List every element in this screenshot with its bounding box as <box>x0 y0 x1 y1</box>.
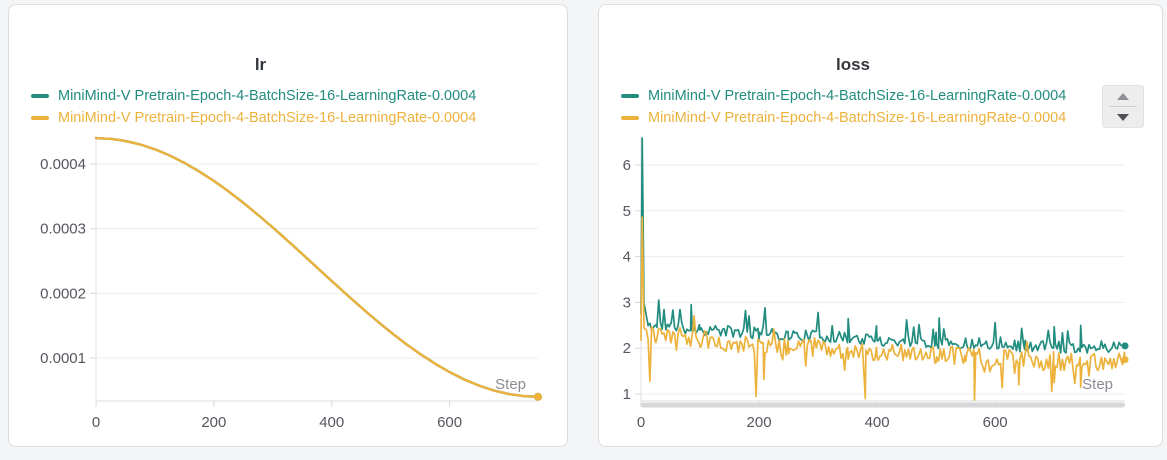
y-tick-label: 4 <box>623 249 631 266</box>
y-tick-label: 6 <box>623 157 631 174</box>
legend-label: MiniMind-V Pretrain-Epoch-4-BatchSize-16… <box>58 110 477 126</box>
legend-label: MiniMind-V Pretrain-Epoch-4-BatchSize-16… <box>648 110 1067 126</box>
x-tick-label: 200 <box>747 414 772 431</box>
x-tick-label: 0 <box>92 414 100 431</box>
series-end-dot <box>1121 342 1129 350</box>
chevron-up-icon <box>1117 92 1129 100</box>
y-tick-label: 0.0002 <box>40 285 86 302</box>
series-end-dot <box>1121 356 1129 364</box>
series-line <box>94 136 540 398</box>
chart-title: lr <box>254 55 267 74</box>
chevron-down-icon <box>1117 113 1129 121</box>
chart-title: loss <box>835 55 871 74</box>
legend-label: MiniMind-V Pretrain-Epoch-4-BatchSize-16… <box>58 88 477 104</box>
y-tick-label: 3 <box>623 294 631 311</box>
x-tick-label: 400 <box>319 414 344 431</box>
legend-swatch-icon <box>31 94 49 98</box>
x-axis-title: Step <box>495 376 526 393</box>
x-tick-label: 600 <box>983 414 1008 431</box>
legend-item[interactable]: MiniMind-V Pretrain-Epoch-4-BatchSize-16… <box>31 107 555 129</box>
lr-chart[interactable]: 0.0001 0.0002 0.0003 0.0004 0 200 400 600 Step <box>9 5 567 446</box>
series-end-dot <box>534 392 542 401</box>
legend-item[interactable]: MiniMind-V Pretrain-Epoch-4-BatchSize-16… <box>31 85 555 107</box>
lr-panel: lr MiniMind-V Pretrain-Epoch-4-BatchSize… <box>8 4 568 447</box>
legend-scrollbar <box>1102 85 1144 128</box>
x-tick-label: 400 <box>865 414 890 431</box>
legend-item[interactable]: MiniMind-V Pretrain-Epoch-4-BatchSize-16… <box>621 85 1099 107</box>
x-tick-label: 200 <box>201 414 226 431</box>
y-tick-label: 0.0001 <box>40 350 86 367</box>
loss-chart[interactable]: 1 2 3 4 5 6 0 200 400 600 Step <box>599 5 1162 446</box>
divider <box>1109 106 1137 107</box>
y-tick-label: 0.0003 <box>40 221 86 238</box>
legend-scroll-up-button[interactable] <box>1103 86 1143 106</box>
y-tick-label: 1 <box>623 386 631 403</box>
legend: MiniMind-V Pretrain-Epoch-4-BatchSize-16… <box>31 85 555 129</box>
series-line <box>640 216 1126 401</box>
y-tick-label: 2 <box>623 340 631 357</box>
legend-item[interactable]: MiniMind-V Pretrain-Epoch-4-BatchSize-16… <box>621 107 1099 129</box>
x-scrollbar[interactable] <box>641 402 1125 408</box>
y-tick-label: 0.0004 <box>40 156 86 173</box>
x-tick-label: 0 <box>637 414 645 431</box>
x-axis-title: Step <box>1082 376 1113 393</box>
legend-swatch-icon <box>621 94 639 98</box>
x-tick-label: 600 <box>437 414 462 431</box>
legend-swatch-icon <box>31 116 49 120</box>
legend: MiniMind-V Pretrain-Epoch-4-BatchSize-16… <box>621 85 1099 129</box>
legend-scroll-down-button[interactable] <box>1103 107 1143 127</box>
loss-panel: loss MiniMind-V Pretrain-Epoch-4-BatchSi… <box>598 4 1163 447</box>
legend-label: MiniMind-V Pretrain-Epoch-4-BatchSize-16… <box>648 88 1067 104</box>
series-line <box>640 137 1126 354</box>
legend-swatch-icon <box>621 116 639 120</box>
y-tick-label: 5 <box>623 203 631 220</box>
